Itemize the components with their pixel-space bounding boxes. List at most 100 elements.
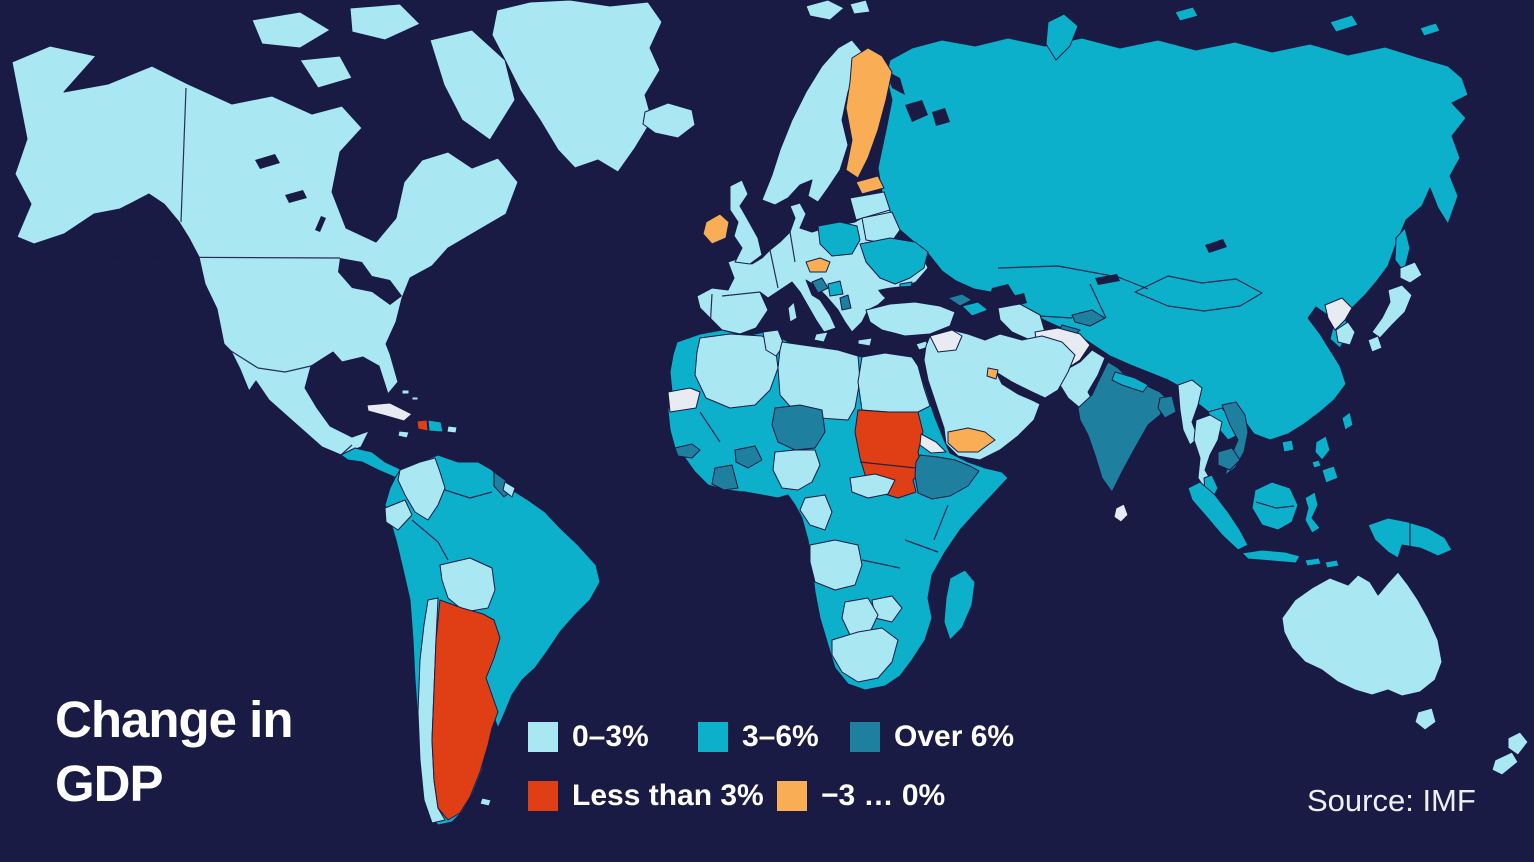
island-sulawesi xyxy=(1304,491,1321,534)
island-taiwan xyxy=(1341,411,1354,431)
country-argentina xyxy=(431,599,501,821)
country-finland xyxy=(845,47,893,179)
country-sri-lanka xyxy=(1113,503,1129,523)
border-china-kazakhstan xyxy=(1089,283,1107,319)
country-cuba xyxy=(366,402,413,422)
aral-sea xyxy=(1012,293,1027,306)
country-kuwait xyxy=(986,367,999,380)
country-syria xyxy=(929,329,963,353)
country-angola xyxy=(809,539,863,591)
legend-swatch-0-3 xyxy=(528,722,558,752)
island-arctic-2 xyxy=(349,3,421,41)
border-mexico-guatemala xyxy=(340,444,353,456)
island-novaya-zemlya xyxy=(1045,13,1079,61)
island-puerto-rico xyxy=(446,425,458,434)
lake-winnipeg xyxy=(315,216,326,232)
source-credit: Source: IMF xyxy=(1307,783,1476,818)
country-haiti xyxy=(416,419,429,432)
country-poland xyxy=(817,221,861,257)
country-ecuador xyxy=(384,499,413,531)
country-vietnam xyxy=(1221,401,1249,476)
island-tasmania xyxy=(1414,707,1437,731)
country-georgia xyxy=(947,293,973,307)
region-south-southeast-asia xyxy=(1077,361,1249,523)
island-jamaica xyxy=(397,430,410,439)
island-hokkaido xyxy=(1399,261,1423,284)
country-croatia-bosnia xyxy=(811,277,829,294)
country-belarus xyxy=(861,211,901,245)
lake-athabasca xyxy=(285,190,307,203)
border-alaska-canada xyxy=(180,87,187,223)
legend-swatch-minus3-0 xyxy=(777,781,807,811)
legend-label-0-3: 0–3% xyxy=(572,720,649,753)
country-ukraine xyxy=(859,237,929,285)
island-arctic-3 xyxy=(299,55,353,89)
minor-borders xyxy=(709,231,796,331)
border-drc-zambia xyxy=(861,559,901,569)
island-sakhalin xyxy=(1394,227,1411,273)
chart-title-line1: Change in xyxy=(55,691,294,748)
country-nigeria xyxy=(772,449,821,491)
border-peru-brazil xyxy=(411,519,449,561)
island-hainan xyxy=(1281,439,1295,453)
island-severnaya-zemlya xyxy=(1174,6,1199,22)
region-central-america-caribbean xyxy=(340,389,458,483)
region-north-america xyxy=(11,0,871,456)
country-libya xyxy=(777,341,861,421)
legend-item-minus3-0: −3 … 0% xyxy=(777,779,945,812)
border-russia-kazakhstan xyxy=(997,265,1149,290)
country-senegal xyxy=(674,443,701,459)
island-lesser-sunda-2 xyxy=(1324,559,1340,569)
island-honshu xyxy=(1371,284,1413,339)
great-lakes xyxy=(338,258,402,305)
island-falklands xyxy=(479,797,492,807)
region-indonesia-oceania xyxy=(1187,481,1529,776)
border-mauritania-mali xyxy=(699,411,721,443)
border-mongolia xyxy=(1134,275,1263,312)
island-baffin xyxy=(429,29,516,141)
region-south-america xyxy=(384,454,601,826)
country-south-korea xyxy=(1335,321,1356,346)
island-bahamas-2 xyxy=(411,396,419,401)
country-cote-divoire xyxy=(711,464,739,491)
country-suriname-frguiana xyxy=(502,481,516,498)
island-bahamas-1 xyxy=(401,389,410,395)
country-western-sahara xyxy=(667,387,701,413)
island-new-zealand-north xyxy=(1507,731,1529,756)
country-algeria xyxy=(694,333,779,409)
country-austria xyxy=(805,257,831,273)
country-australia xyxy=(1281,571,1443,697)
island-java xyxy=(1241,549,1301,564)
country-ireland xyxy=(702,213,730,245)
country-usa-canada-mexico xyxy=(11,45,519,456)
country-dominican-republic xyxy=(427,419,444,433)
island-sumatra xyxy=(1187,481,1249,551)
country-south-africa xyxy=(831,627,899,683)
legend-item-less-than-3: Less than 3% xyxy=(528,779,764,812)
island-kyushu xyxy=(1367,335,1383,353)
island-sicily xyxy=(813,331,829,343)
country-latvia-lithuania xyxy=(849,191,891,221)
country-ethiopia xyxy=(914,454,980,500)
country-north-korea xyxy=(1324,297,1353,331)
country-yemen xyxy=(947,427,996,453)
country-united-kingdom xyxy=(729,179,763,265)
island-new-zealand-south xyxy=(1491,751,1519,776)
country-kyrgyzstan xyxy=(1071,309,1106,327)
legend-label-over-6: Over 6% xyxy=(894,720,1015,753)
island-sardinia xyxy=(787,301,798,323)
border-malaysia-indonesia xyxy=(1255,501,1295,509)
lake-great-slave xyxy=(255,154,280,169)
island-mindanao xyxy=(1321,465,1339,484)
country-serbia xyxy=(827,280,844,297)
island-new-siberian xyxy=(1329,14,1359,33)
country-cambodia xyxy=(1217,447,1241,471)
region-africa xyxy=(667,329,1009,691)
border-sudan-south-sudan xyxy=(859,461,917,469)
country-albania xyxy=(839,294,852,311)
country-estonia xyxy=(855,175,885,195)
island-madagascar xyxy=(943,569,976,641)
legend-item-over-6: Over 6% xyxy=(850,720,1015,753)
